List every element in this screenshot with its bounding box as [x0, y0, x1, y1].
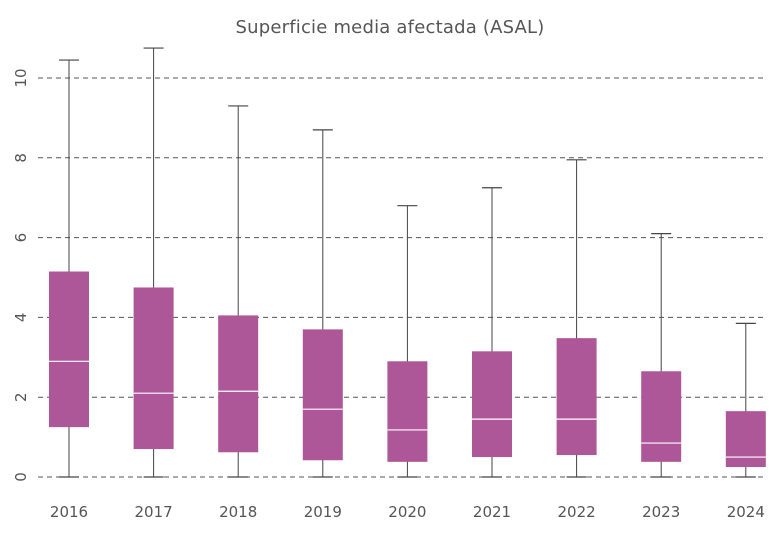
box-2021	[472, 351, 512, 458]
y-tick-label-6: 6	[12, 233, 30, 243]
x-tick-label-2020: 2020	[388, 503, 426, 521]
x-tick-label-2017: 2017	[135, 503, 173, 521]
x-tick-label-2023: 2023	[642, 503, 680, 521]
x-tick-label-2024: 2024	[727, 503, 765, 521]
box-2022	[556, 338, 597, 456]
box-2016	[49, 271, 89, 428]
x-tick-label-2022: 2022	[558, 503, 596, 521]
box-2017	[133, 287, 174, 450]
box-2020	[387, 361, 428, 462]
box-2019	[302, 329, 343, 461]
box-2024	[725, 411, 766, 468]
chart-title: Superficie media afectada (ASAL)	[235, 17, 545, 38]
y-tick-label-0: 0	[12, 472, 30, 482]
y-tick-label-4: 4	[12, 313, 30, 323]
box-2018	[218, 315, 259, 453]
x-tick-label-2021: 2021	[473, 503, 511, 521]
y-tick-label-8: 8	[12, 153, 30, 163]
x-tick-label-2019: 2019	[304, 503, 342, 521]
box-2023	[641, 371, 682, 462]
x-tick-label-2016: 2016	[50, 503, 88, 521]
x-tick-label-2018: 2018	[219, 503, 257, 521]
y-tick-label-10: 10	[12, 68, 30, 87]
y-tick-label-2: 2	[12, 392, 30, 402]
